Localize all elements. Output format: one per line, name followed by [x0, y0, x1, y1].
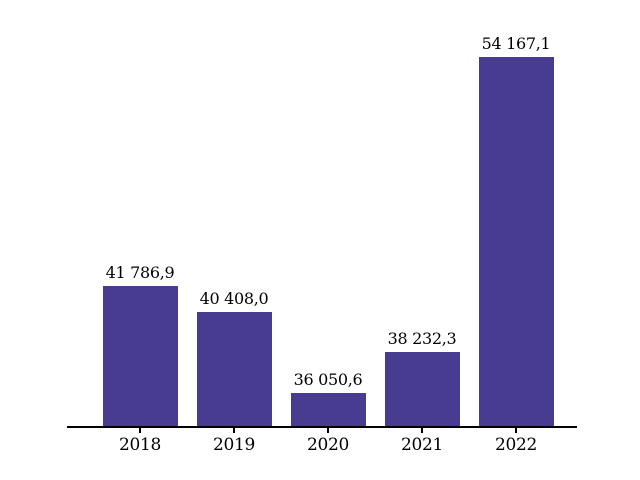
bar-value-label: 54 167,1	[481, 34, 551, 53]
x-axis-tick	[139, 428, 141, 433]
bar-2022	[479, 57, 554, 426]
bar-value-label: 41 786,9	[105, 263, 175, 282]
x-axis-label-2018: 2018	[118, 435, 162, 455]
bar-2019	[197, 312, 272, 426]
bar-value-label: 38 232,3	[387, 329, 457, 348]
bar-2021	[385, 352, 460, 426]
x-axis-tick	[327, 428, 329, 433]
x-axis-label-2021: 2021	[400, 435, 444, 455]
x-axis-tick	[233, 428, 235, 433]
bar-value-label: 40 408,0	[199, 289, 269, 308]
bar-2020	[291, 393, 366, 426]
x-axis-label-2020: 2020	[306, 435, 350, 455]
bar-2018	[103, 286, 178, 426]
x-axis-line	[67, 426, 577, 428]
bar-value-label: 36 050,6	[293, 370, 363, 389]
x-axis-tick	[421, 428, 423, 433]
x-axis-tick	[515, 428, 517, 433]
x-axis-label-2022: 2022	[494, 435, 538, 455]
x-axis-label-2019: 2019	[212, 435, 256, 455]
